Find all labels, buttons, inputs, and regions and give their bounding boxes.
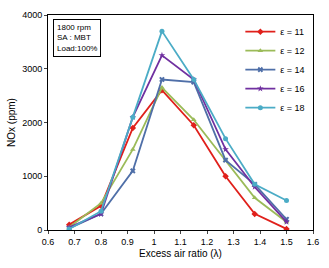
svg-text:1.5: 1.5 [280, 237, 293, 247]
svg-text:1800 rpmSA : MBTLoad:100%: 1800 rpmSA : MBTLoad:100% [57, 23, 97, 53]
svg-text:3000: 3000 [22, 64, 42, 74]
svg-text:NOx (ppm): NOx (ppm) [6, 98, 17, 147]
svg-text:0.9: 0.9 [121, 237, 134, 247]
svg-text:1.1: 1.1 [174, 237, 187, 247]
svg-text:ε = 14: ε = 14 [280, 65, 304, 75]
svg-text:1.3: 1.3 [227, 237, 240, 247]
svg-text:0: 0 [37, 225, 42, 235]
svg-text:Excess air ratio (λ): Excess air ratio (λ) [139, 248, 222, 259]
svg-text:4000: 4000 [22, 10, 42, 20]
svg-text:1.6: 1.6 [307, 237, 320, 247]
svg-text:0.8: 0.8 [95, 237, 108, 247]
svg-text:1000: 1000 [22, 171, 42, 181]
svg-text:0.6: 0.6 [42, 237, 55, 247]
svg-text:ε = 11: ε = 11 [280, 27, 304, 37]
svg-text:0.7: 0.7 [68, 237, 81, 247]
svg-text:ε = 12: ε = 12 [280, 46, 304, 56]
svg-text:1.4: 1.4 [254, 237, 267, 247]
svg-text:2000: 2000 [22, 118, 42, 128]
svg-text:ε = 18: ε = 18 [280, 103, 304, 113]
svg-text:1: 1 [151, 237, 156, 247]
svg-text:1.2: 1.2 [201, 237, 214, 247]
svg-text:ε = 16: ε = 16 [280, 84, 304, 94]
